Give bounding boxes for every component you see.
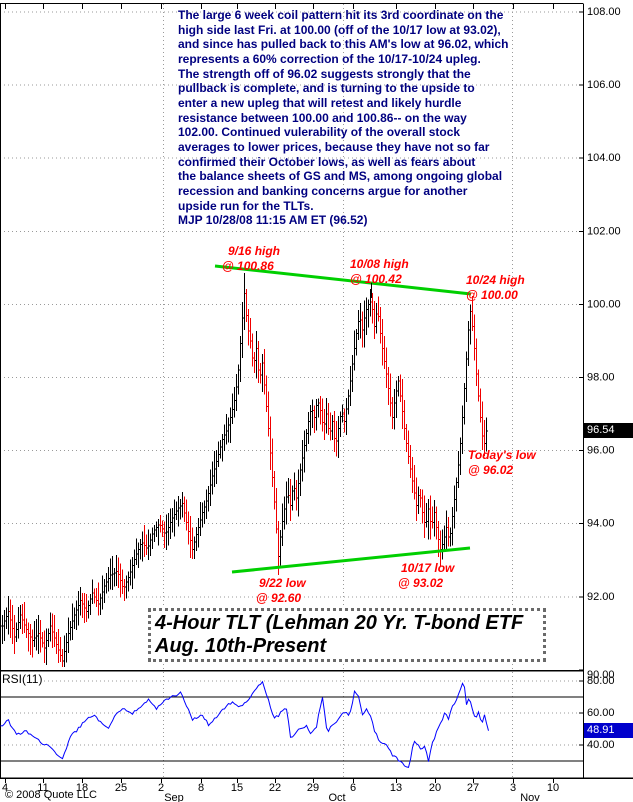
rsi-axis-label: 80.00 [587,675,615,687]
analysis-note-line: The large 6 week coil pattern hit its 3r… [178,8,504,22]
price-axis-label: 100.00 [587,298,621,310]
chart-title-line: Aug. 10th-Present [155,635,327,657]
date-tick-label: 29 [307,782,319,794]
annotation-line: 9/22 low [259,576,306,590]
trendline [214,264,472,296]
analysis-note-line: confirmed their October lows, as well as… [178,154,476,169]
annotation-line: @ 92.60 [256,591,302,605]
price-axis-label: 94.00 [587,518,615,530]
month-label: Sep [164,792,184,802]
annotation-line: Today's low [468,448,536,462]
date-tick-label: 15 [231,782,243,794]
date-tick-label: 4 [2,782,8,794]
date-tick-label: 13 [390,782,402,794]
price-axis-label: 106.00 [587,79,621,91]
analysis-note-line: high side last Fri. at 100.00 (off of th… [178,22,501,37]
copyright-label: © 2008 Quote LLC [5,789,97,801]
annotation-10-24-high: 10/24 high @ 100.00 [466,273,525,303]
price-axis-label: 104.00 [587,152,621,164]
analysis-note-line: upside run for the TLTs. [178,198,314,213]
analysis-note: The large 6 week coil pattern hit its 3r… [178,8,509,228]
date-tick-label: 2 [158,782,164,794]
analysis-note-line: enter a new upleg that will retest and l… [178,95,462,110]
rsi-axis-label: 60.00 [587,707,615,719]
annotation-line: @ 100.00 [466,288,518,302]
date-tick-label: 8 [198,782,204,794]
date-tick-label: 25 [115,782,127,794]
price-axis-label: 90.00 [587,669,615,681]
rsi-axis-label: 40.00 [587,739,615,751]
annotation-line: @ 93.02 [398,576,444,590]
date-tick-label: 3 [510,782,516,794]
annotation-line: @ 100.86 [222,259,274,273]
analysis-note-line: resistance between 100.00 and 100.86-- o… [178,110,467,125]
annotation-9-16-high: 9/16 high @ 100.86 [222,244,280,274]
rsi-line [0,680,489,769]
analysis-note-line: pullback is complete, and is turning to … [178,81,475,96]
annotation-10-17-low: 10/17 low @ 93.02 [398,561,454,591]
date-tick-label: 11 [37,782,48,794]
chart-title-box: 4-Hour TLT (Lehman 20 Yr. T-bond ETF Aug… [148,608,546,662]
rsi-value-badge: 48.91 [584,723,633,738]
rsi-indicator-label: RSI(11) [2,672,45,686]
annotation-todays-low: Today's low @ 96.02 [468,448,536,478]
date-tick-label: 6 [350,782,356,794]
analysis-note-line: the balance sheets of GS and MS, among o… [178,169,503,184]
price-axis-label: 92.00 [587,591,615,603]
annotation-line: 9/16 high [228,244,281,258]
analysis-note-line: MJP 10/28/08 11:15 AM ET (96.52) [178,213,368,228]
analysis-note-line: and since has pulled back to this AM's l… [178,37,509,52]
last-price-badge: 96.54 [584,423,633,438]
month-label: Oct [328,792,345,802]
analysis-note-line: represents a 60% correction of the 10/17… [178,51,481,66]
annotation-line: 10/17 low [401,561,455,575]
analysis-note-line: The strength off of 96.02 suggests stron… [178,66,471,81]
annotation-10-08-high: 10/08 high @ 100.42 [350,257,409,287]
date-tick-label: 20 [429,782,441,794]
price-axis-label: 102.00 [587,225,621,237]
analysis-note-line: 102.00. Continued vulerability of the ov… [178,125,461,140]
annotation-9-22-low: 9/22 low @ 92.60 [256,576,306,606]
date-tick-label: 22 [269,782,281,794]
annotation-line: 10/24 high [466,273,525,287]
price-axis-label: 98.00 [587,372,615,384]
chart-title-line: 4-Hour TLT (Lehman 20 Yr. T-bond ETF [155,612,524,634]
price-axis-label: 96.00 [587,445,615,457]
annotation-line: @ 100.42 [350,272,402,286]
annotation-line: 10/08 high [350,257,409,271]
date-tick-label: 18 [76,782,88,794]
annotation-line: @ 96.02 [468,463,514,477]
trendline [231,546,471,574]
price-axis-label: 108.00 [587,6,621,18]
analysis-note-line: recession and banking concerns argue for… [178,183,468,198]
date-tick-label: 10 [547,782,559,794]
date-tick-label: 27 [467,782,479,794]
month-label: Nov [520,792,540,802]
analysis-note-line: averages to lower prices, because they h… [178,139,490,154]
